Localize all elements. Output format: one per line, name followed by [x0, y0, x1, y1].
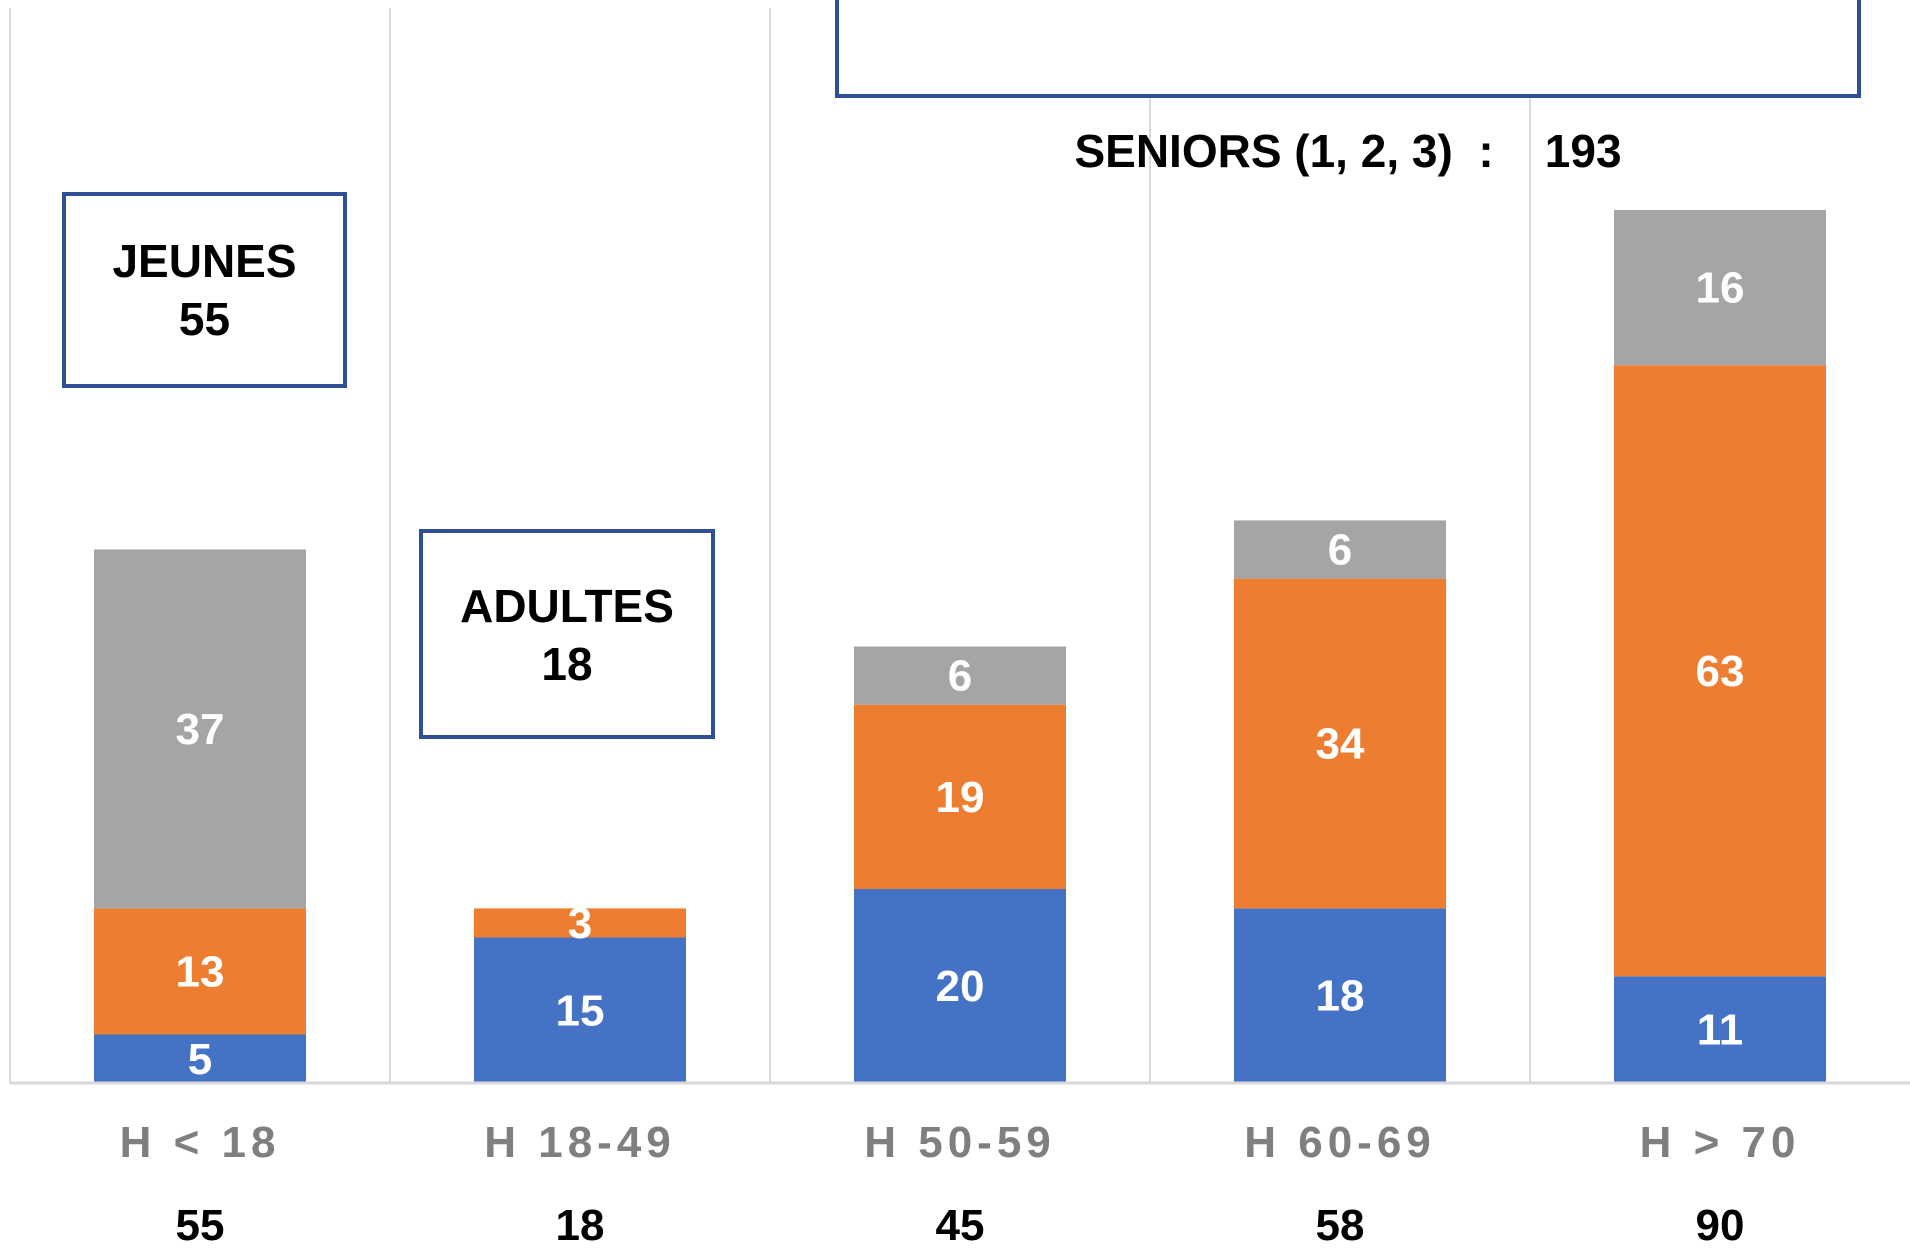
annotation-adultes: ADULTES 18: [419, 529, 715, 739]
annotation-jeunes-label: JEUNES: [112, 235, 297, 287]
data-label: 16: [1696, 264, 1745, 313]
data-label: 18: [1316, 972, 1365, 1021]
x-tick-label: H 50-59: [864, 1118, 1056, 1167]
x-tick-label: H > 70: [1640, 1118, 1801, 1167]
bar-segment: [94, 549, 306, 909]
data-label: 6: [948, 652, 972, 701]
bar-segment: [1234, 520, 1446, 579]
category-total-label: 18: [556, 1201, 605, 1250]
data-label: 11: [1697, 1006, 1744, 1055]
category-total-label: 90: [1696, 1201, 1745, 1250]
data-label: 63: [1696, 647, 1745, 696]
data-label: 34: [1316, 720, 1365, 769]
annotation-jeunes-value: 55: [178, 293, 231, 345]
data-label: 19: [936, 773, 985, 822]
annotation-adultes-label: ADULTES: [460, 580, 674, 632]
x-tick-label: H < 18: [120, 1118, 281, 1167]
bar-segment: [1614, 210, 1826, 366]
category-total-label: 45: [936, 1201, 985, 1250]
category-total-label: 55: [176, 1201, 225, 1250]
bar-segment: [1234, 578, 1446, 909]
bar-segment: [1234, 908, 1446, 1083]
bar-segment: [94, 908, 306, 1035]
bar-segment: [1614, 976, 1826, 1083]
annotation-jeunes: JEUNES 55: [62, 192, 347, 388]
category-total-label: 58: [1316, 1201, 1365, 1250]
bar-segment: [854, 646, 1066, 705]
data-label: 13: [176, 947, 225, 996]
annotation-seniors: SENIORS (1, 2, 3) : 193: [835, 0, 1861, 177]
data-label: 37: [176, 705, 225, 754]
data-label: 6: [1328, 526, 1352, 575]
annotation-adultes-value: 18: [541, 638, 593, 690]
bar-segment: [854, 704, 1066, 889]
bar-segment: [94, 1034, 306, 1083]
data-label: 15: [556, 986, 605, 1035]
bar-segment: [1614, 365, 1826, 977]
x-tick-label: H 18-49: [484, 1118, 676, 1167]
data-label: 5: [188, 1035, 212, 1084]
bar-segment: [474, 937, 686, 1083]
annotation-seniors-text: SENIORS (1, 2, 3) : 193: [1074, 125, 1622, 177]
data-label: 20: [936, 962, 985, 1011]
bar-segment: [854, 889, 1066, 1083]
data-label: 3: [568, 899, 592, 948]
bar-segment: [474, 908, 686, 938]
x-tick-label: H 60-69: [1244, 1118, 1436, 1167]
